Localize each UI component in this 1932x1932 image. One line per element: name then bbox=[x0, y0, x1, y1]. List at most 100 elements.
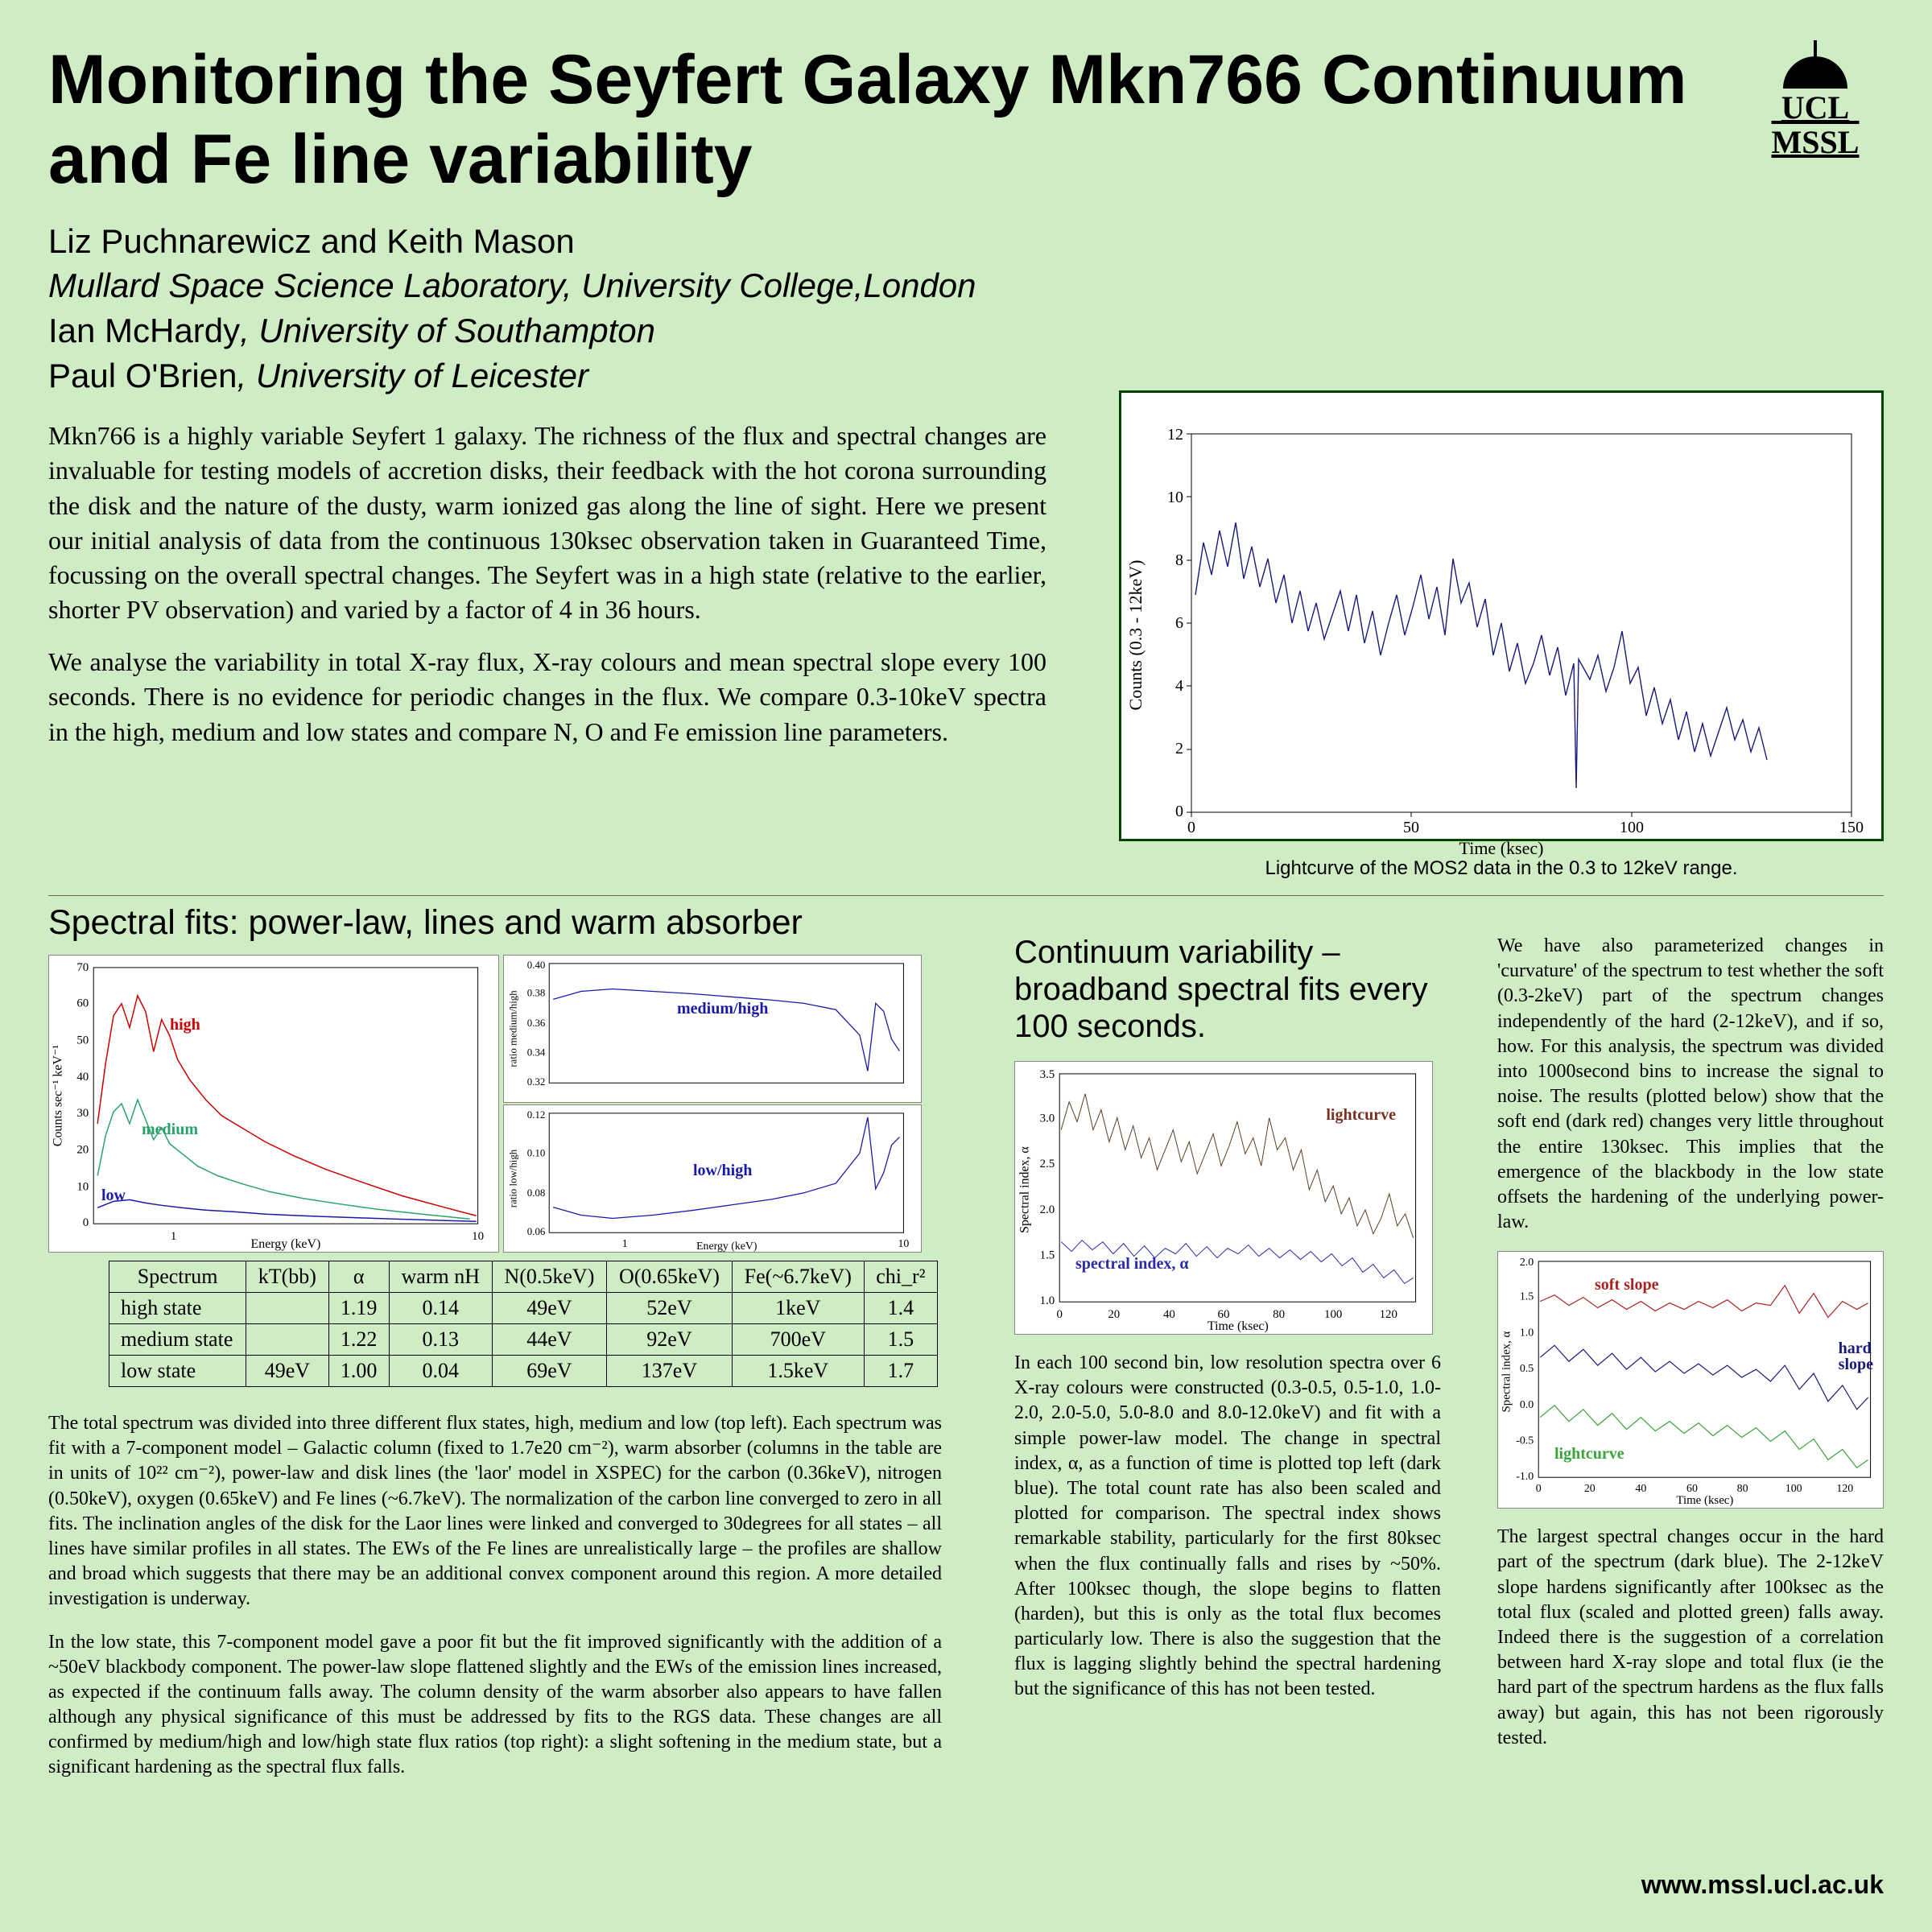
divider bbox=[48, 895, 1884, 896]
author-names: Liz Puchnarewicz and Keith Mason bbox=[48, 222, 575, 260]
table-cell: 52eV bbox=[607, 1293, 733, 1324]
svg-text:0.0: 0.0 bbox=[1520, 1399, 1534, 1411]
svg-text:0.10: 0.10 bbox=[527, 1147, 545, 1158]
lightcurve-chart: 024 681012 050100150 Time (ksec) Counts … bbox=[1119, 390, 1884, 841]
svg-text:20: 20 bbox=[1108, 1308, 1120, 1321]
author-affil: University of Southampton bbox=[258, 312, 655, 349]
table-cell: 1.5keV bbox=[732, 1356, 864, 1387]
table-cell: 49eV bbox=[492, 1293, 606, 1324]
continuum-text: In each 100 second bin, low resolution s… bbox=[1014, 1351, 1441, 1703]
table-cell: 1.19 bbox=[328, 1293, 389, 1324]
svg-text:0.36: 0.36 bbox=[527, 1018, 546, 1029]
svg-text:-0.5: -0.5 bbox=[1516, 1435, 1534, 1447]
svg-text:40: 40 bbox=[1635, 1483, 1646, 1495]
spectral-fits-title: Spectral fits: power-law, lines and warm… bbox=[48, 903, 942, 943]
svg-text:0.5: 0.5 bbox=[1520, 1363, 1534, 1375]
svg-text:2: 2 bbox=[1175, 740, 1183, 758]
table-header: Fe(~6.7keV) bbox=[732, 1261, 864, 1293]
series-label: lightcurve bbox=[1326, 1106, 1396, 1125]
svg-text:Energy (keV): Energy (keV) bbox=[696, 1240, 757, 1252]
series-label: soft slope bbox=[1595, 1276, 1658, 1294]
table-cell: 700eV bbox=[732, 1324, 864, 1356]
svg-text:3.0: 3.0 bbox=[1040, 1113, 1055, 1125]
svg-text:120: 120 bbox=[1380, 1308, 1397, 1321]
svg-text:Time (ksec): Time (ksec) bbox=[1676, 1494, 1733, 1507]
svg-text:0: 0 bbox=[1187, 819, 1195, 836]
svg-text:12: 12 bbox=[1167, 426, 1183, 444]
curvature-chart: -1.0-0.50.00.51.01.52.0 020406080100120 … bbox=[1497, 1251, 1884, 1509]
table-cell: 1keV bbox=[732, 1293, 864, 1324]
spectral-text: In the low state, this 7-component model… bbox=[48, 1630, 942, 1781]
table-cell: 0.04 bbox=[389, 1356, 492, 1387]
series-label: spectral index, α bbox=[1075, 1255, 1189, 1274]
svg-text:0: 0 bbox=[1175, 803, 1183, 820]
svg-text:20: 20 bbox=[1584, 1483, 1596, 1495]
svg-text:40: 40 bbox=[76, 1071, 89, 1084]
svg-text:150: 150 bbox=[1839, 819, 1864, 836]
svg-text:10: 10 bbox=[1167, 489, 1183, 506]
svg-text:Spectral index, α: Spectral index, α bbox=[1018, 1146, 1031, 1233]
svg-text:10: 10 bbox=[76, 1180, 89, 1193]
spectral-fits-table: SpectrumkT(bb)αwarm nHN(0.5keV)O(0.65keV… bbox=[109, 1261, 938, 1387]
author-names: Paul O'Brien bbox=[48, 357, 237, 394]
svg-text:60: 60 bbox=[1686, 1483, 1698, 1495]
logo-text-mssl: MSSL bbox=[1747, 124, 1884, 161]
page-title: Monitoring the Seyfert Galaxy Mkn766 Con… bbox=[48, 40, 1747, 200]
table-cell: 0.13 bbox=[389, 1324, 492, 1356]
svg-text:8: 8 bbox=[1175, 551, 1183, 569]
svg-text:70: 70 bbox=[76, 961, 89, 974]
table-cell: 1.7 bbox=[864, 1356, 937, 1387]
svg-text:-1.0: -1.0 bbox=[1516, 1471, 1534, 1483]
table-cell bbox=[246, 1293, 328, 1324]
table-cell: 49eV bbox=[246, 1356, 328, 1387]
table-header: warm nH bbox=[389, 1261, 492, 1293]
svg-text:1: 1 bbox=[171, 1230, 176, 1243]
svg-text:1.5: 1.5 bbox=[1040, 1249, 1055, 1262]
svg-text:Time (ksec): Time (ksec) bbox=[1208, 1319, 1269, 1333]
table-header: kT(bb) bbox=[246, 1261, 328, 1293]
author-affil: University of Leicester bbox=[256, 357, 588, 394]
table-cell: 69eV bbox=[492, 1356, 606, 1387]
table-cell: 92eV bbox=[607, 1324, 733, 1356]
series-label: hardslope bbox=[1839, 1340, 1873, 1373]
table-cell: medium state bbox=[109, 1324, 246, 1356]
svg-text:50: 50 bbox=[76, 1034, 89, 1046]
table-cell: 1.4 bbox=[864, 1293, 937, 1324]
axis-y-label: Counts (0.3 - 12keV) bbox=[1125, 560, 1146, 711]
curvature-text: We have also parameterized changes in 'c… bbox=[1497, 934, 1884, 1235]
curvature-text: The largest spectral changes occur in th… bbox=[1497, 1525, 1884, 1751]
svg-text:10: 10 bbox=[472, 1230, 484, 1243]
svg-text:10: 10 bbox=[898, 1237, 909, 1249]
table-cell bbox=[246, 1324, 328, 1356]
intro-text: Mkn766 is a highly variable Seyfert 1 ga… bbox=[48, 419, 1046, 749]
table-header: O(0.65keV) bbox=[607, 1261, 733, 1293]
svg-text:2.0: 2.0 bbox=[1040, 1203, 1055, 1216]
table-header: α bbox=[328, 1261, 389, 1293]
series-label: lightcurve bbox=[1554, 1445, 1624, 1463]
svg-text:0: 0 bbox=[1056, 1308, 1062, 1321]
series-label-low: low bbox=[101, 1187, 126, 1205]
spectral-text: The total spectrum was divided into thre… bbox=[48, 1411, 942, 1612]
table-cell: high state bbox=[109, 1293, 246, 1324]
table-row: medium state1.220.1344eV92eV700eV1.5 bbox=[109, 1324, 938, 1356]
svg-text:0.08: 0.08 bbox=[527, 1187, 545, 1199]
svg-text:40: 40 bbox=[1163, 1308, 1175, 1321]
svg-text:0.40: 0.40 bbox=[527, 960, 545, 971]
intro-paragraph: Mkn766 is a highly variable Seyfert 1 ga… bbox=[48, 419, 1046, 627]
svg-text:0.12: 0.12 bbox=[527, 1109, 545, 1121]
table-cell: 0.14 bbox=[389, 1293, 492, 1324]
continuum-chart: 1.01.52.02.53.03.5 020406080100120 Time … bbox=[1014, 1061, 1433, 1335]
continuum-title: Continuum variability – broadband spectr… bbox=[1014, 934, 1441, 1045]
svg-text:6: 6 bbox=[1175, 614, 1183, 632]
svg-text:Spectral index, α: Spectral index, α bbox=[1500, 1331, 1513, 1413]
ratio-medium-high-chart: 0.320.340.360.380.40 ratio medium/high m… bbox=[503, 955, 922, 1103]
svg-text:100: 100 bbox=[1620, 819, 1644, 836]
svg-text:0: 0 bbox=[1536, 1483, 1542, 1495]
svg-text:80: 80 bbox=[1273, 1308, 1285, 1321]
series-label: medium/high bbox=[677, 1000, 768, 1018]
logo-text-ucl: UCL bbox=[1747, 92, 1884, 124]
svg-text:50: 50 bbox=[1403, 819, 1419, 836]
table-row: low state49eV1.000.0469eV137eV1.5keV1.7 bbox=[109, 1356, 938, 1387]
table-header: Spectrum bbox=[109, 1261, 246, 1293]
svg-text:Energy (keV): Energy (keV) bbox=[251, 1237, 321, 1251]
